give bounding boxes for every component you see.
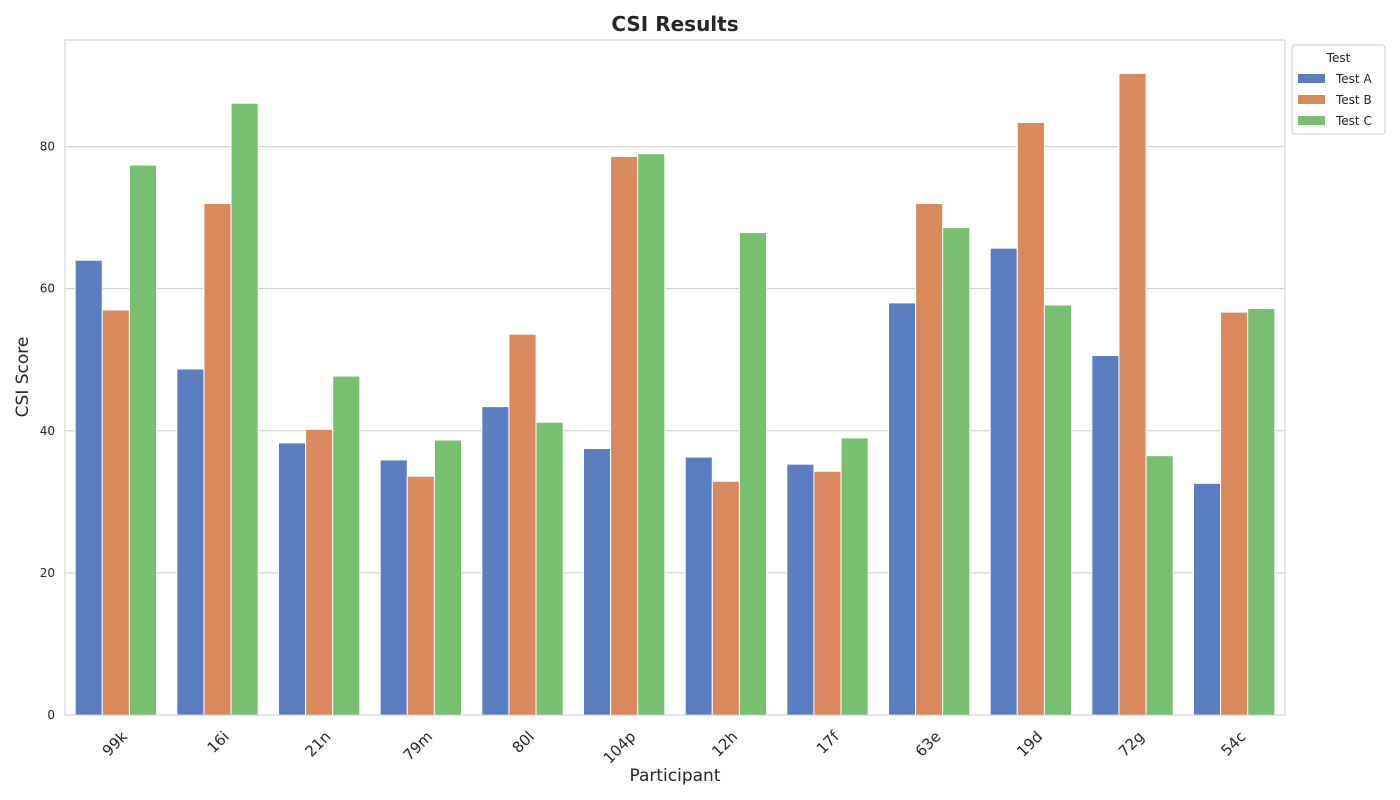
x-tick-label: 63e (912, 728, 945, 761)
chart-title: CSI Results (611, 12, 738, 36)
x-tick-label: 104p (600, 728, 640, 768)
y-axis-ticks: 0 20 40 60 80 (40, 140, 55, 722)
bar-21n-test-c (332, 375, 361, 716)
y-tick-label: 40 (40, 424, 55, 438)
bar-80l-test-b (508, 333, 537, 716)
x-tick-label: 16i (204, 728, 233, 757)
bar-16i-test-c (230, 102, 259, 716)
bar-99k-test-a (74, 259, 103, 716)
bar-72g-test-b (1118, 72, 1147, 716)
legend: Test Test A Test B Test C (1291, 44, 1386, 135)
x-tick-label: 17f (813, 727, 843, 757)
bar-12h-test-c (738, 232, 768, 716)
x-tick-label: 54c (1217, 728, 1249, 760)
legend-swatch-test-c (1298, 116, 1325, 125)
bar-16i-test-a (176, 368, 205, 716)
y-tick-label: 0 (47, 708, 55, 722)
bar-21n-test-b (305, 428, 334, 716)
bar-19d-test-c (1043, 304, 1073, 716)
bar-54c-test-b (1220, 311, 1249, 716)
y-tick-label: 80 (40, 140, 55, 154)
bar-17f-test-c (840, 437, 869, 716)
bar-79m-test-b (406, 475, 435, 716)
legend-frame (1291, 44, 1386, 135)
legend-swatch-test-a (1298, 74, 1325, 83)
y-axis-label: CSI Score (13, 337, 33, 418)
x-tick-label: 19d (1013, 728, 1046, 761)
x-tick-label: 79m (400, 728, 437, 765)
bar-63e-test-b (915, 202, 944, 716)
x-axis-ticks: 99k 16i 21n 79m 80l 104p 12h 17f 63e 19d 72g 54c (99, 727, 1250, 767)
bar-12h-test-a (684, 456, 713, 716)
x-axis-label: Participant (629, 766, 720, 786)
bar-54c-test-c (1247, 308, 1276, 716)
bar-63e-test-a (888, 302, 917, 716)
y-tick-label: 60 (40, 282, 55, 296)
bar-72g-test-a (1091, 354, 1120, 716)
y-tick-label: 20 (40, 566, 55, 580)
legend-label: Test A (1335, 72, 1372, 86)
legend-label: Test C (1335, 114, 1372, 128)
legend-title: Test (1326, 51, 1351, 65)
bar-79m-test-c (433, 439, 462, 716)
bar-19d-test-a (989, 247, 1018, 716)
bar-63e-test-c (942, 227, 971, 716)
bar-79m-test-a (379, 459, 408, 716)
x-tick-label: 99k (99, 727, 132, 760)
bar-19d-test-b (1016, 121, 1045, 716)
plot-frame (64, 39, 1286, 716)
bar-80l-test-c (535, 421, 564, 716)
legend-label: Test B (1335, 93, 1372, 107)
bar-72g-test-c (1145, 455, 1174, 716)
bar-99k-test-c (128, 164, 157, 716)
bar-54c-test-a (1193, 482, 1222, 716)
x-tick-label: 12h (708, 728, 741, 761)
legend-swatch-test-b (1298, 95, 1325, 104)
bar-99k-test-b (101, 309, 130, 716)
x-tick-label: 21n (302, 728, 335, 761)
bar-21n-test-a (278, 442, 307, 716)
bar-17f-test-b (813, 470, 842, 716)
grid-lines (65, 146, 1285, 574)
bar-16i-test-b (203, 202, 232, 716)
bar-104p-test-a (583, 448, 612, 716)
x-tick-label: 80l (509, 728, 538, 757)
bars (74, 72, 1276, 716)
bar-80l-test-a (481, 406, 510, 716)
bar-104p-test-c (637, 153, 666, 716)
x-tick-label: 72g (1115, 728, 1148, 761)
bar-17f-test-a (786, 463, 815, 716)
bar-12h-test-b (711, 480, 740, 716)
bar-104p-test-b (610, 156, 639, 716)
